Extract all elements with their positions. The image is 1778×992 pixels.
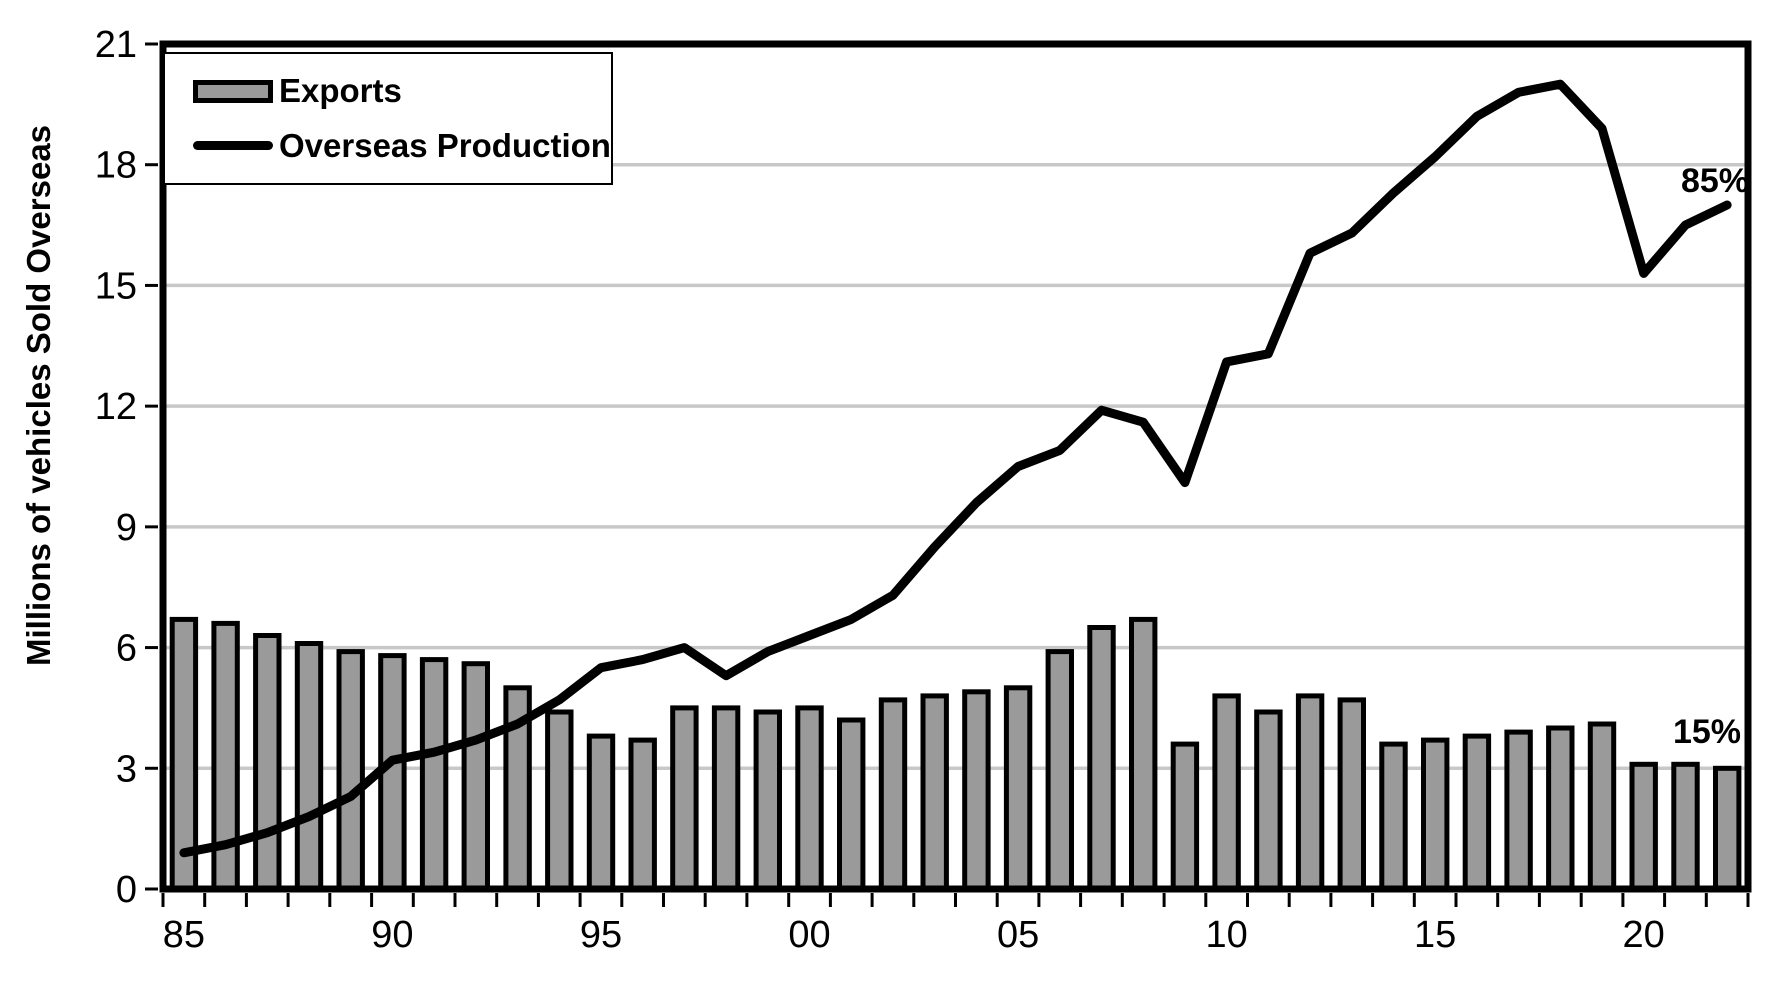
- svg-text:3: 3: [116, 748, 137, 790]
- legend-label-exports: Exports: [279, 72, 402, 110]
- exports-bar-swatch: [193, 79, 273, 103]
- svg-text:0: 0: [116, 869, 137, 911]
- annotation-85-percent: 85%: [1680, 162, 1749, 200]
- y-axis-title: Millions of vehicles Sold Overseas: [20, 124, 57, 666]
- svg-text:95: 95: [580, 914, 622, 956]
- svg-text:90: 90: [371, 914, 413, 956]
- legend: Exports Overseas Production: [163, 52, 613, 185]
- svg-text:85: 85: [163, 914, 205, 956]
- svg-text:6: 6: [116, 628, 137, 670]
- svg-text:18: 18: [95, 145, 137, 187]
- legend-label-overseas-production: Overseas Production: [279, 126, 611, 164]
- svg-text:10: 10: [1205, 914, 1247, 956]
- svg-text:20: 20: [1623, 914, 1665, 956]
- svg-text:00: 00: [788, 914, 830, 956]
- annotation-15-percent: 15%: [1672, 713, 1741, 751]
- svg-text:21: 21: [95, 24, 137, 66]
- svg-text:15: 15: [95, 265, 137, 307]
- svg-text:12: 12: [95, 386, 137, 428]
- legend-item-exports: Exports: [193, 72, 611, 110]
- svg-text:9: 9: [116, 507, 137, 549]
- overseas-production-line-swatch: [193, 141, 273, 151]
- svg-text:05: 05: [997, 914, 1039, 956]
- legend-item-overseas-production: Overseas Production: [193, 127, 611, 165]
- svg-text:15: 15: [1414, 914, 1456, 956]
